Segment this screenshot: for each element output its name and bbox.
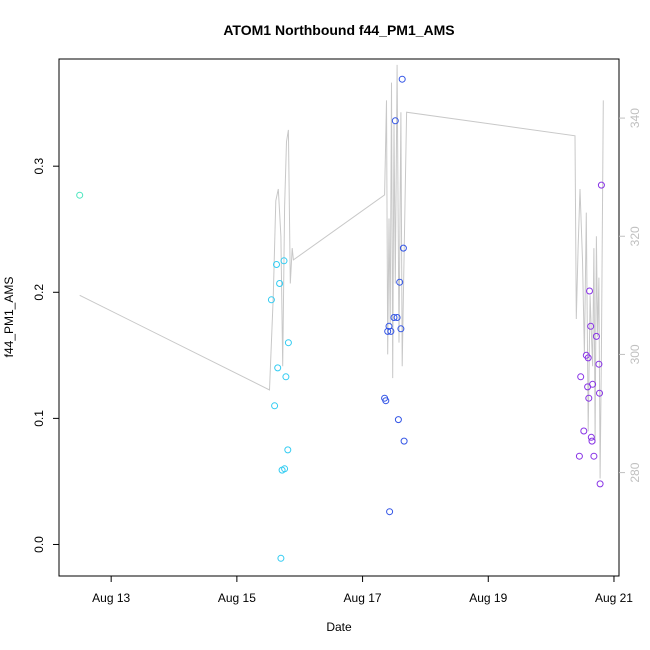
secondary-series — [79, 64, 604, 479]
data-point — [580, 427, 588, 435]
data-point — [596, 389, 603, 397]
data-point — [586, 287, 593, 295]
y2-axis: 280 300 320 340 — [619, 108, 642, 483]
data-point — [384, 327, 392, 335]
y2-tick-label: 280 — [628, 462, 642, 482]
y2-tick-label: 300 — [628, 344, 642, 364]
data-point — [398, 75, 406, 83]
data-point — [282, 373, 290, 381]
data-point — [267, 296, 275, 304]
data-point — [76, 191, 84, 199]
y2-tick-label: 340 — [628, 108, 642, 128]
data-point — [399, 244, 407, 252]
x-tick-label: Aug 13 — [92, 591, 130, 605]
data-point — [284, 339, 292, 347]
data-point — [396, 278, 404, 286]
data-point — [273, 261, 280, 268]
data-point — [596, 480, 604, 488]
data-point — [394, 416, 402, 424]
data-point — [400, 437, 408, 445]
data-point — [391, 117, 399, 125]
data-point — [597, 181, 605, 189]
data-point — [595, 360, 603, 368]
data-point — [276, 280, 284, 287]
y-axis-label: f44_PM1_AMS — [2, 277, 16, 358]
data-point — [393, 314, 401, 321]
data-point — [390, 314, 398, 321]
data-point — [577, 373, 585, 381]
data-point — [587, 433, 595, 441]
y-tick-label: 0.0 — [32, 536, 46, 553]
y-tick-label: 0.1 — [32, 410, 46, 427]
data-point — [575, 452, 583, 460]
plot-frame — [58, 58, 620, 577]
data-point — [585, 394, 593, 402]
data-point — [271, 402, 279, 410]
data-point — [277, 554, 285, 562]
data-point — [589, 380, 597, 388]
data-point — [281, 465, 289, 473]
data-point — [592, 332, 600, 340]
x-axis-label: Date — [326, 620, 352, 634]
data-point — [588, 437, 596, 445]
chart-title: ATOM1 Northbound f44_PM1_AMS — [223, 22, 454, 38]
data-point — [382, 397, 390, 405]
data-point — [387, 327, 395, 335]
data-point — [386, 508, 394, 516]
x-axis: Aug 13 Aug 15 Aug 17 Aug 19 Aug 21 — [92, 576, 633, 605]
data-point — [590, 452, 598, 460]
x-tick-label: Aug 19 — [469, 591, 507, 605]
data-point — [397, 325, 405, 333]
y-axis: 0.0 0.1 0.2 0.3 — [32, 158, 59, 553]
data-point — [587, 322, 595, 330]
x-tick-label: Aug 15 — [218, 591, 256, 605]
x-tick-label: Aug 17 — [344, 591, 382, 605]
data-point — [584, 354, 592, 362]
data-point — [280, 257, 288, 265]
secondary-line — [79, 64, 604, 479]
data-points — [76, 75, 605, 562]
data-point — [274, 364, 282, 372]
y-tick-label: 0.2 — [32, 284, 46, 301]
data-point — [284, 446, 292, 454]
y2-tick-label: 320 — [628, 226, 642, 246]
x-tick-label: Aug 21 — [595, 591, 633, 605]
y-tick-label: 0.3 — [32, 158, 46, 175]
